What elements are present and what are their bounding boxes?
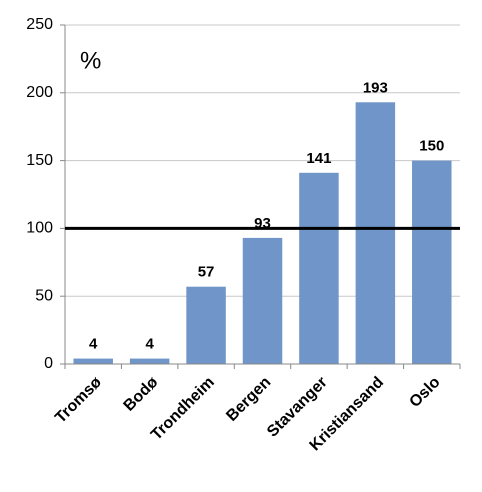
- unit-label: %: [80, 47, 101, 74]
- bar: [129, 358, 170, 364]
- bar: [355, 102, 396, 365]
- bar: [73, 358, 113, 364]
- x-tick-label: Bodø: [121, 374, 162, 415]
- data-label: 4: [89, 336, 98, 353]
- x-tick-label: Oslo: [406, 374, 443, 411]
- y-tick-label: 0: [44, 355, 53, 372]
- y-tick-label: 200: [26, 84, 53, 101]
- bar: [186, 286, 226, 364]
- data-label: 150: [419, 138, 444, 155]
- bar: [242, 237, 283, 364]
- bar: [299, 172, 339, 364]
- y-tick-label: 50: [35, 287, 53, 304]
- data-label: 57: [198, 264, 215, 281]
- x-tick-label: Tromsø: [52, 374, 105, 427]
- y-tick-label: 250: [26, 16, 53, 33]
- bar: [412, 160, 452, 364]
- data-label: 193: [363, 79, 388, 96]
- x-tick-label: Bergen: [223, 374, 274, 425]
- y-tick-label: 100: [26, 220, 53, 237]
- data-label: 4: [145, 336, 154, 353]
- y-tick-label: 150: [26, 152, 53, 169]
- data-label: 141: [306, 150, 331, 167]
